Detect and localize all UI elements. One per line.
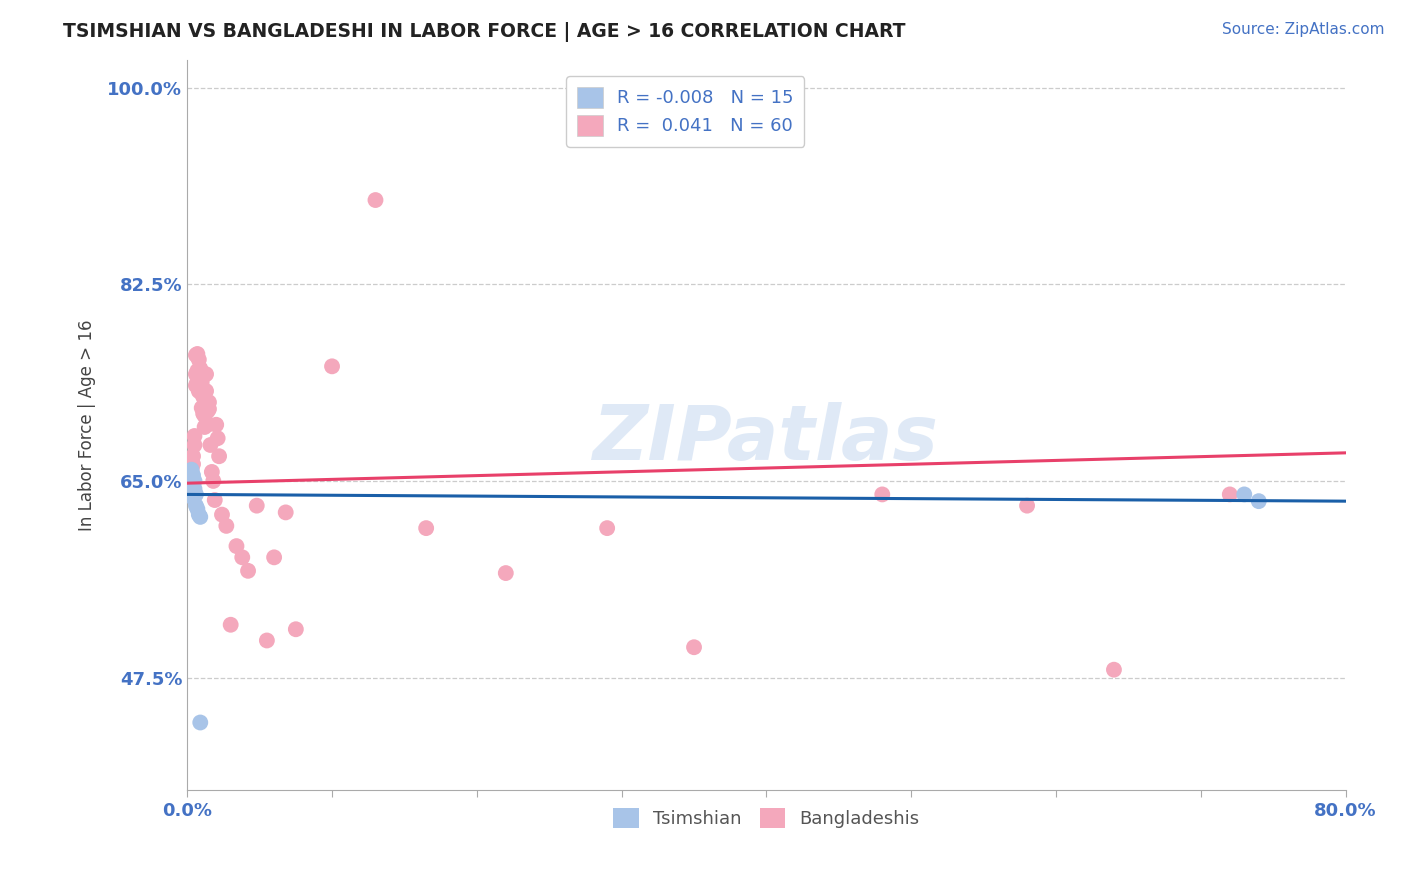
- Point: [683, 640, 706, 655]
- Text: ZIPatlas: ZIPatlas: [593, 402, 939, 476]
- Point: [183, 429, 205, 443]
- Point: [187, 369, 209, 384]
- Point: [190, 375, 212, 389]
- Point: [181, 457, 204, 471]
- Point: [197, 417, 219, 432]
- Point: [208, 449, 231, 463]
- Text: TSIMSHIAN VS BANGLADESHI IN LABOR FORCE | AGE > 16 CORRELATION CHART: TSIMSHIAN VS BANGLADESHI IN LABOR FORCE …: [63, 22, 905, 42]
- Point: [195, 398, 218, 412]
- Point: [187, 508, 209, 522]
- Point: [215, 519, 238, 533]
- Point: [231, 550, 253, 565]
- Point: [184, 368, 207, 382]
- Point: [188, 370, 211, 384]
- Point: [181, 479, 204, 493]
- Point: [204, 493, 226, 508]
- Point: [194, 420, 217, 434]
- Point: [186, 502, 208, 516]
- Point: [195, 384, 218, 398]
- Point: [180, 463, 202, 477]
- Point: [1015, 499, 1038, 513]
- Point: [188, 715, 211, 730]
- Point: [194, 409, 217, 423]
- Point: [188, 509, 211, 524]
- Point: [1233, 487, 1256, 501]
- Y-axis label: In Labor Force | Age > 16: In Labor Force | Age > 16: [79, 319, 96, 531]
- Point: [205, 417, 228, 432]
- Point: [195, 368, 218, 382]
- Point: [201, 465, 224, 479]
- Point: [415, 521, 437, 535]
- Point: [211, 508, 233, 522]
- Point: [184, 499, 207, 513]
- Point: [236, 564, 259, 578]
- Point: [186, 375, 208, 389]
- Point: [180, 474, 202, 488]
- Point: [183, 474, 205, 488]
- Point: [263, 550, 285, 565]
- Point: [183, 438, 205, 452]
- Point: [193, 390, 215, 404]
- Point: [225, 539, 247, 553]
- Point: [197, 404, 219, 418]
- Point: [202, 474, 225, 488]
- Point: [321, 359, 343, 374]
- Point: [190, 401, 212, 415]
- Point: [1102, 663, 1125, 677]
- Point: [200, 438, 222, 452]
- Point: [246, 499, 269, 513]
- Point: [184, 487, 207, 501]
- Point: [256, 633, 278, 648]
- Point: [219, 617, 242, 632]
- Point: [872, 487, 894, 501]
- Point: [180, 468, 202, 483]
- Point: [188, 384, 211, 398]
- Point: [181, 491, 204, 505]
- Point: [596, 521, 619, 535]
- Point: [198, 395, 221, 409]
- Point: [181, 449, 204, 463]
- Point: [198, 402, 221, 417]
- Point: [364, 193, 387, 207]
- Point: [193, 407, 215, 421]
- Point: [187, 352, 209, 367]
- Point: [181, 468, 204, 483]
- Point: [284, 622, 307, 636]
- Point: [207, 431, 229, 445]
- Point: [184, 348, 207, 362]
- Point: [274, 505, 297, 519]
- Point: [1219, 487, 1241, 501]
- Point: [190, 386, 212, 401]
- Text: Source: ZipAtlas.com: Source: ZipAtlas.com: [1222, 22, 1385, 37]
- Legend: Tsimshian, Bangladeshis: Tsimshian, Bangladeshis: [606, 800, 927, 836]
- Point: [187, 384, 209, 398]
- Point: [186, 364, 208, 378]
- Point: [495, 566, 517, 580]
- Point: [1247, 494, 1270, 508]
- Point: [183, 482, 205, 496]
- Point: [186, 347, 208, 361]
- Point: [180, 463, 202, 477]
- Point: [184, 378, 207, 392]
- Point: [188, 361, 211, 376]
